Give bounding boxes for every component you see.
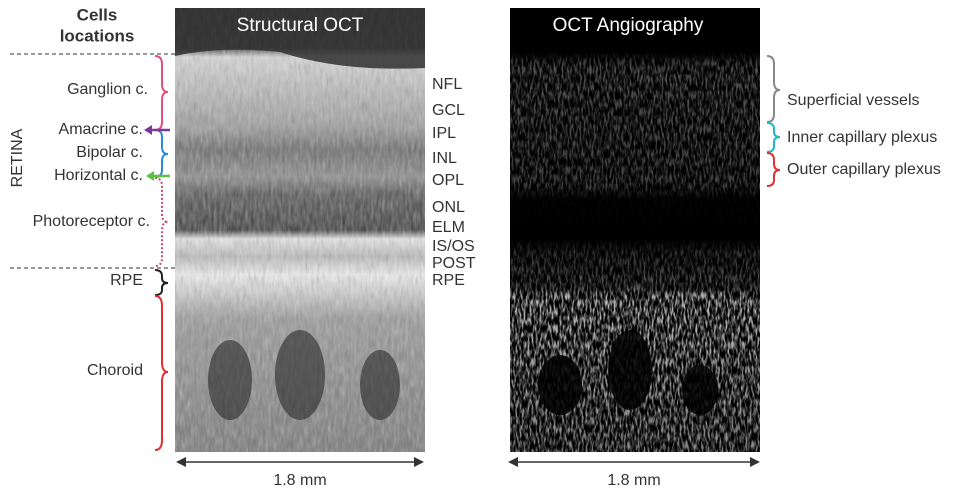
brace bbox=[766, 152, 781, 187]
layer-label: ELM bbox=[432, 219, 465, 236]
cell-label: Choroid bbox=[87, 362, 143, 379]
layer-label: IPL bbox=[432, 125, 456, 142]
panel-title: Structural OCT bbox=[237, 15, 364, 36]
vitreous bbox=[175, 8, 425, 69]
arrow-head bbox=[146, 171, 154, 181]
cell-label: Ganglion c. bbox=[67, 81, 148, 98]
layer-label: POST bbox=[432, 255, 476, 272]
scale-arrow-heads bbox=[176, 457, 760, 467]
brace bbox=[154, 55, 169, 131]
layer-label: ONL bbox=[432, 199, 465, 216]
cell-label: Bipolar c. bbox=[76, 144, 143, 161]
header-line: Cells bbox=[77, 5, 118, 24]
layer-label: NFL bbox=[432, 76, 462, 93]
angio-voids bbox=[538, 330, 718, 415]
layer-label: OPL bbox=[432, 172, 464, 189]
scale-label: 1.8 mm bbox=[273, 472, 326, 489]
arrow-head bbox=[144, 125, 152, 135]
layer-label: INL bbox=[432, 150, 457, 167]
cell-label: Horizontal c. bbox=[54, 167, 143, 184]
scale-label: 1.8 mm bbox=[607, 472, 660, 489]
region-label: RETINA bbox=[9, 128, 26, 187]
brace bbox=[154, 295, 169, 451]
choroid-vessels bbox=[208, 330, 400, 420]
vessel-label: Outer capillary plexus bbox=[787, 161, 941, 178]
layer-label: RPE bbox=[432, 272, 465, 289]
vessel-label: Superficial vessels bbox=[787, 92, 920, 109]
layer-label: GCL bbox=[432, 102, 465, 119]
brace bbox=[154, 269, 169, 296]
cell-label: Amacrine c. bbox=[59, 121, 143, 138]
cell-label: RPE bbox=[110, 272, 143, 289]
layer-label: IS/OS bbox=[432, 238, 475, 255]
vessel-label: Inner capillary plexus bbox=[787, 129, 937, 146]
panel-title: OCT Angiography bbox=[553, 15, 704, 36]
cell-label: Photoreceptor c. bbox=[33, 213, 150, 230]
brace bbox=[766, 55, 781, 123]
brace bbox=[154, 177, 169, 267]
brace bbox=[766, 122, 781, 153]
brace bbox=[154, 129, 169, 178]
header-line: locations bbox=[60, 26, 135, 45]
